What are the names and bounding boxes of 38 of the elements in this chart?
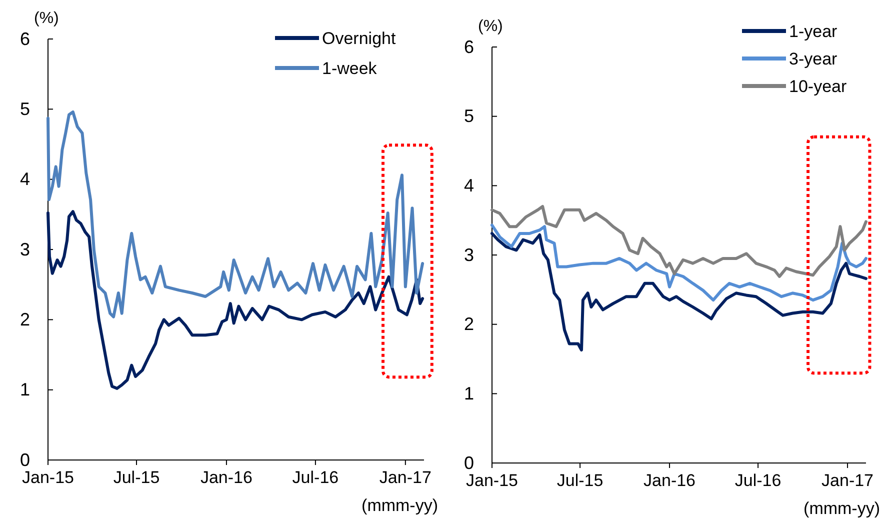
legend-label: 1-week	[322, 59, 378, 78]
x-tick-label: Jul-15	[556, 471, 604, 490]
line-series	[490, 224, 868, 302]
x-tick-label: Jan-16	[644, 471, 696, 490]
y-tick-label: 2	[464, 314, 474, 334]
y-tick-label: 0	[20, 450, 30, 470]
x-tick-label: Jul-15	[113, 468, 160, 488]
y-tick-label: 3	[464, 244, 474, 265]
y-axis-title: (%)	[34, 10, 59, 27]
x-tick-label: Jan-17	[379, 468, 432, 488]
x-tick-label: Jan-15	[22, 468, 74, 488]
x-tick-label: Jul-16	[734, 471, 782, 490]
x-tick-label: Jan-16	[200, 468, 252, 488]
x-tick-label: Jan-17	[822, 471, 874, 490]
y-tick-label: 0	[464, 452, 474, 473]
y-tick-label: 6	[20, 28, 30, 49]
line-series	[490, 232, 868, 352]
x-axis-title: (mmm-yy)	[804, 499, 880, 518]
legend-label: 10-year	[789, 77, 847, 96]
y-tick-label: 6	[464, 36, 474, 57]
legend-label: 3-year	[789, 50, 838, 68]
y-tick-label: 5	[464, 106, 474, 126]
x-tick-label: Jul-16	[292, 468, 339, 488]
line-series	[46, 110, 424, 318]
legend-label: Overnight	[322, 29, 396, 48]
y-tick-label: 5	[20, 98, 30, 119]
y-tick-label: 1	[20, 380, 30, 400]
y-tick-label: 3	[20, 239, 30, 260]
legend-label: 1-year	[789, 22, 838, 41]
x-tick-label: Jan-15	[466, 471, 518, 490]
line-series	[46, 210, 424, 390]
line-series	[490, 204, 868, 278]
y-tick-label: 1	[464, 383, 474, 404]
x-axis-title: (mmm-yy)	[362, 496, 438, 515]
y-axis-title: (%)	[478, 18, 503, 35]
y-tick-label: 4	[20, 169, 30, 190]
y-tick-label: 2	[20, 309, 30, 330]
y-tick-label: 4	[464, 175, 474, 196]
